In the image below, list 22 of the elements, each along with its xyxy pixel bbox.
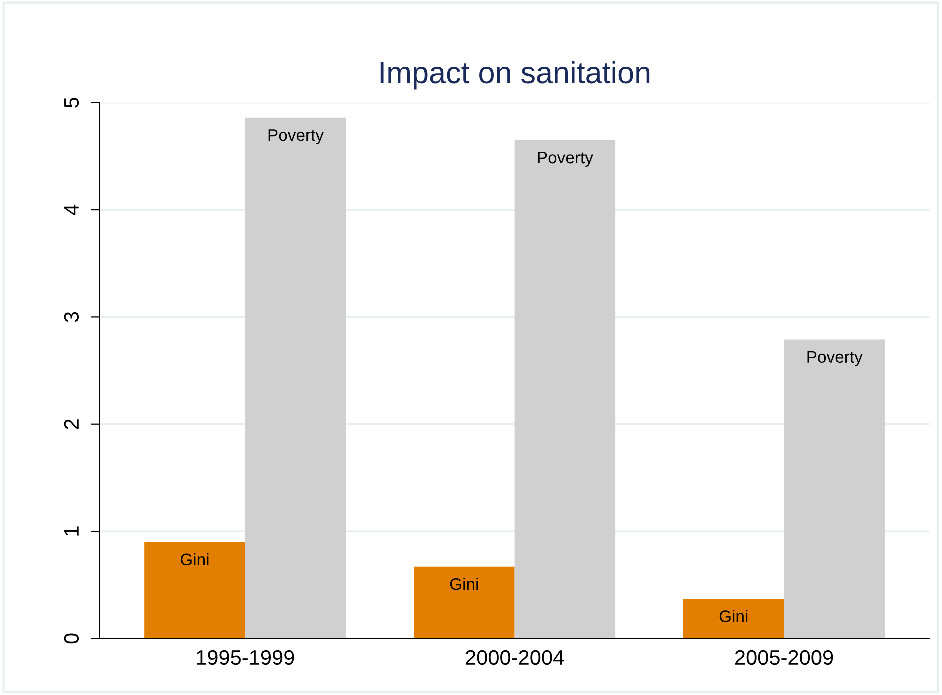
y-tick-label: 4 bbox=[64, 204, 79, 216]
bar bbox=[414, 566, 515, 639]
y-tick-label: 3 bbox=[64, 312, 80, 322]
y-tick-label: 0 bbox=[64, 634, 80, 644]
bar bbox=[683, 599, 784, 639]
bar bbox=[245, 118, 346, 639]
text: Gini bbox=[450, 578, 478, 590]
text: Poverty bbox=[268, 130, 324, 145]
x-tick-label: 2005-2009 bbox=[735, 650, 834, 666]
x-tick-label: 2000-2004 bbox=[466, 650, 564, 666]
y-tick-label: 5 bbox=[64, 98, 80, 108]
bar bbox=[514, 140, 616, 639]
y-tick-label: 2 bbox=[64, 420, 79, 430]
series-label: Poverty bbox=[538, 152, 594, 168]
chart-title: Impact on sanitation bbox=[380, 61, 650, 90]
x-tick-label: 1995-1999 bbox=[197, 650, 294, 666]
series-label: Gini bbox=[180, 553, 209, 566]
bar bbox=[144, 542, 246, 639]
text: Gini bbox=[720, 610, 748, 622]
bar bbox=[784, 340, 886, 639]
text: Poverty bbox=[808, 351, 863, 366]
y-tick-label: 1 bbox=[64, 526, 79, 536]
